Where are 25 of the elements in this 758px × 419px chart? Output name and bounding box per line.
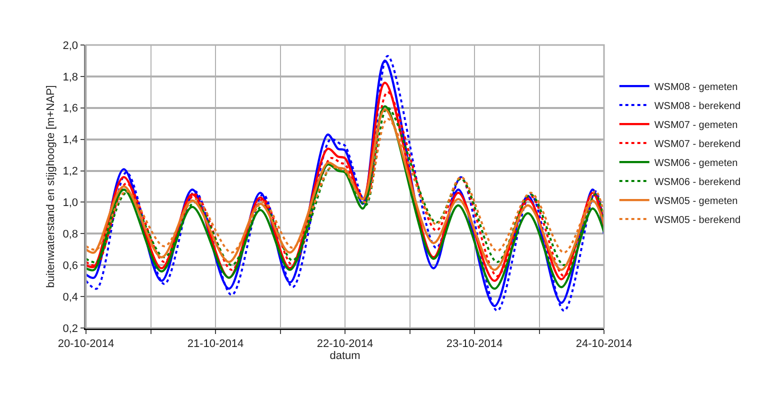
legend-label: WSM05 - gemeten [654, 196, 738, 207]
y-tick-label: 0,2 [62, 322, 78, 335]
legend-label: WSM07 - berekend [654, 138, 741, 150]
x-tick-label: 23-10-2014 [446, 338, 503, 350]
y-tick-label: 1,0 [62, 197, 78, 210]
y-tick-label: 0,6 [62, 260, 78, 272]
x-tick-label: 20-10-2014 [58, 338, 114, 350]
y-tick-label: 2,0 [62, 40, 78, 52]
x-axis-title: datum [330, 350, 360, 362]
legend-label: WSM07 - gemeten [654, 120, 738, 131]
y-tick-label: 1,2 [62, 166, 78, 178]
y-axis-title: buitenwaterstand en stijghoogte [m+NAP] [44, 85, 57, 288]
y-tick-label: 0,4 [62, 291, 78, 304]
legend-label: WSM06 - berekend [654, 176, 741, 188]
y-tick-label: 1,4 [62, 134, 78, 146]
y-tick-label: 1,6 [62, 102, 78, 115]
legend-label: WSM06 - gemeten [654, 158, 738, 169]
legend-label: WSM05 - berekend [654, 214, 741, 226]
y-tick-label: 0,8 [62, 228, 78, 241]
y-tick-label: 1,8 [62, 71, 78, 84]
x-tick-label: 21-10-2014 [187, 338, 244, 350]
legend-label: WSM08 - berekend [654, 100, 741, 112]
x-tick-label: 24-10-2014 [576, 338, 632, 350]
legend-label: WSM08 - gemeten [654, 82, 738, 93]
x-tick-label: 22-10-2014 [316, 338, 374, 350]
